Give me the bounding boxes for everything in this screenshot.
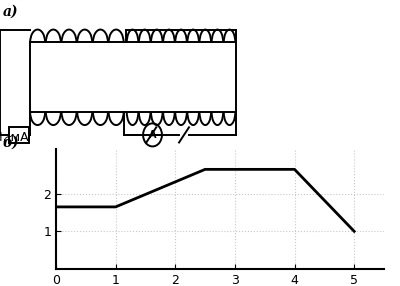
Text: A: A [149,130,156,140]
Text: а): а) [2,5,18,19]
Bar [9,127,28,143]
Bar [30,42,236,112]
Y-axis label: I, мА: I, мА [0,131,28,144]
Text: б): б) [2,136,19,150]
